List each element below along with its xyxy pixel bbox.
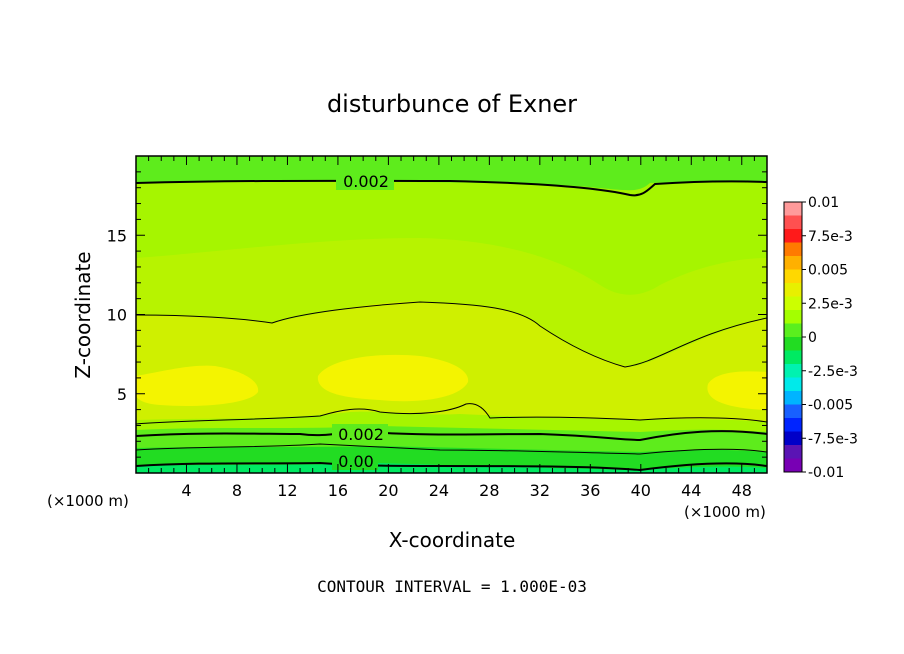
x-tick-label: 28	[479, 481, 499, 500]
x-axis-label: X-coordinate	[389, 528, 516, 552]
colorbar-swatch	[784, 431, 802, 446]
colorbar-swatch	[784, 229, 802, 243]
colorbar-swatch	[784, 283, 802, 297]
x-axis: 4 8 12 16 20 24 28 32 36 40 44 48	[148, 156, 755, 500]
contour-line-0.002-lower	[136, 430, 767, 442]
x-tick-label: 16	[328, 481, 348, 500]
plot-area	[136, 156, 767, 473]
contour-line-0.00	[136, 461, 767, 472]
y-tick-label: 10	[107, 306, 127, 325]
field-yellow-center	[317, 354, 469, 402]
contour-label: 0.002	[343, 172, 389, 191]
x-tick-label: 40	[631, 481, 651, 500]
x-unit-left: (×1000 m)	[47, 492, 129, 510]
colorbar-label: 0	[808, 330, 817, 346]
contour-label: 0.00	[338, 452, 374, 471]
y-axis: 5 10 15	[107, 171, 767, 458]
colorbar-swatch	[784, 418, 802, 432]
colorbar-swatch	[784, 364, 802, 378]
colorbar-label: 7.5e-3	[808, 229, 853, 245]
field-yellow-left	[136, 365, 259, 406]
colorbar-swatch	[784, 269, 802, 284]
colorbar-swatch	[784, 337, 802, 351]
colorbar-label: -0.01	[808, 465, 844, 481]
colorbar-swatch	[784, 445, 802, 459]
colorbar-swatch	[784, 310, 802, 324]
x-tick-label: 20	[378, 481, 398, 500]
x-tick-label: 48	[732, 481, 752, 500]
colorbar-swatch	[784, 350, 802, 365]
colorbar-label: -2.5e-3	[808, 364, 858, 380]
x-tick-label: 36	[580, 481, 600, 500]
colorbar-swatch	[784, 391, 802, 405]
colorbar-label: -7.5e-3	[808, 431, 858, 447]
colorbar-label: 0.01	[808, 195, 839, 211]
y-tick-label: 5	[117, 385, 127, 404]
colorbar-swatch	[784, 377, 802, 392]
contour-line-0.002-top	[136, 179, 767, 197]
colorbar: 0.01 7.5e-3 0.005 2.5e-3 0 -2.5e-3 -0.005 -7.5e…	[783, 195, 858, 481]
colorbar-swatch	[784, 202, 802, 216]
x-tick-label: 12	[277, 481, 297, 500]
colorbar-swatch	[784, 458, 802, 473]
colorbar-label: -0.005	[808, 398, 853, 414]
x-unit-right: (×1000 m)	[684, 503, 766, 521]
colorbar-label: 0.005	[808, 263, 848, 279]
contour-label: 0.002	[338, 425, 384, 444]
contour-labels: 0.002 0.002 0.00	[338, 172, 389, 471]
contour-interval-note: CONTOUR INTERVAL = 1.000E-03	[317, 577, 587, 596]
colorbar-label: 2.5e-3	[808, 296, 853, 312]
contour-line-upper	[136, 301, 767, 368]
contour-label-backgrounds	[332, 170, 394, 470]
chart-title: disturbunce of Exner	[327, 90, 577, 118]
contour-lines	[136, 179, 767, 472]
x-tick-label: 4	[181, 481, 191, 500]
field-yellow-right	[707, 371, 767, 410]
x-tick-label: 8	[232, 481, 242, 500]
colorbar-swatch	[784, 296, 802, 311]
contour-line-lower-thin	[136, 403, 767, 425]
contour-line-lower-2	[136, 443, 767, 455]
colorbar-swatch	[784, 256, 802, 270]
x-tick-label: 32	[530, 481, 550, 500]
colorbar-swatch	[784, 404, 802, 419]
y-tick-label: 15	[107, 226, 127, 245]
x-tick-label: 44	[681, 481, 701, 500]
colorbar-swatch	[784, 215, 802, 230]
x-tick-label: 24	[429, 481, 449, 500]
colorbar-swatch	[784, 323, 802, 338]
colorbar-swatch	[784, 242, 802, 257]
y-axis-label: Z-coordinate	[71, 251, 95, 378]
